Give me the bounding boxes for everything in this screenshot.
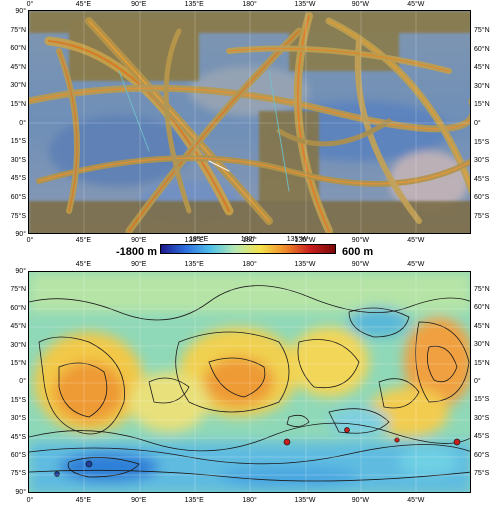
colorbar-tick-label: 135°W — [286, 236, 308, 243]
axis-label: 135°E — [184, 1, 204, 8]
axis-label: 60°S — [10, 194, 26, 201]
axis-label: 0° — [26, 497, 34, 504]
axis-label: 90°E — [131, 261, 147, 268]
axis-label: 15°N — [10, 360, 26, 367]
axis-label: 15°S — [474, 396, 490, 404]
axis-label: 45°S — [474, 175, 490, 183]
axis-label: 90° — [15, 488, 26, 496]
colorbar-gradient — [160, 244, 336, 254]
colorbar-tick-label: 180° — [240, 236, 256, 243]
axis-label: 45°N — [10, 63, 26, 71]
axis-label: 45°N — [474, 322, 490, 330]
axis-label: 30°N — [10, 82, 26, 90]
axis-label: 75°N — [10, 26, 26, 34]
axis-label: 60°S — [10, 452, 26, 459]
axis-label: 90°W — [351, 497, 369, 504]
axis-label: 45°E — [75, 497, 92, 504]
axis-label: 75°S — [10, 470, 26, 478]
axis-label: 45°E — [75, 1, 92, 8]
axis-label: 135°E — [184, 497, 204, 504]
axis-label: 15°S — [474, 138, 490, 146]
axis-label: 0° — [474, 120, 481, 127]
axis-label: 75°N — [474, 286, 490, 293]
axis-label: 135°W — [294, 237, 316, 244]
axis-label: 45°E — [75, 261, 92, 268]
axis-label: 135°E — [184, 261, 204, 268]
axis-label: 30°N — [10, 341, 26, 349]
axis-label: 45°W — [407, 261, 425, 268]
axis-label: 30°N — [474, 82, 490, 90]
axis-label: 45°W — [407, 237, 425, 244]
axis-label: 30°N — [474, 341, 490, 349]
axis-label: 135°E — [184, 237, 204, 244]
axis-label: 30°S — [474, 414, 490, 422]
axis-label: 90° — [15, 8, 26, 15]
axis-label: 0° — [19, 119, 26, 127]
axis-label: 45°W — [407, 1, 425, 8]
topography-map-panel: 45°E 90°E 135°E 180° 135°W 90°W 45°W 90° 75°N 60… — [0, 258, 500, 509]
axis-label: 45°S — [474, 433, 490, 441]
axis-label: 180° — [242, 497, 257, 504]
axis-label: 135°W — [294, 1, 316, 8]
axis-label: 60°N — [10, 304, 26, 312]
axis-label: 180° — [242, 1, 257, 8]
axis-label: 30°S — [10, 156, 26, 164]
axis-label: 15°N — [474, 359, 490, 367]
axis-label: 180° — [242, 237, 257, 244]
axis-label: 45°N — [10, 323, 26, 331]
axis-label: 60°S — [474, 451, 490, 459]
axis-label: 45°W — [407, 497, 425, 504]
axis-label: 90° — [15, 268, 26, 275]
axis-label: 90°W — [351, 1, 369, 8]
axis-label: 45°S — [10, 433, 26, 441]
axis-label: 90°E — [131, 497, 147, 504]
axis-label: 90°W — [351, 237, 369, 244]
axis-label: 0° — [26, 1, 34, 8]
axis-label: 60°N — [474, 45, 490, 53]
axis-label: 75°S — [10, 212, 26, 220]
axis-label: 90°W — [351, 261, 369, 268]
axis-label: 0° — [19, 378, 26, 386]
axis-label: 15°N — [474, 101, 490, 109]
colorbar-max-label: 600 m — [342, 246, 374, 258]
colorbar-min-label: -1800 m — [116, 246, 157, 258]
axis-label: 135°W — [294, 497, 316, 504]
axis-label: 60°S — [474, 194, 490, 202]
axis-label: 45°S — [10, 175, 26, 183]
axis-label: 0° — [26, 237, 34, 244]
axis-label: 90°E — [131, 237, 147, 244]
axis-label: 45°E — [75, 237, 92, 244]
colorbar-tick-label: 135°E — [189, 236, 209, 243]
axis-label: 30°S — [10, 415, 26, 423]
axis-label: 60°N — [474, 304, 490, 312]
axis-label: 75°S — [474, 470, 490, 477]
axis-label: 75°N — [474, 27, 490, 34]
axis-label: 75°S — [474, 213, 490, 220]
axis-label: 0° — [474, 378, 481, 385]
axis-label: 45°N — [474, 64, 490, 72]
axis-label: 135°W — [294, 261, 316, 268]
topography-contour-map — [28, 271, 471, 493]
axis-label: 15°S — [10, 138, 26, 146]
axis-label: 15°N — [10, 101, 26, 108]
axis-label: 30°S — [474, 157, 490, 165]
mosaic-map-image — [28, 10, 471, 234]
axis-label: 90° — [15, 231, 26, 239]
axis-label: 75°N — [10, 286, 26, 294]
axis-label: 60°N — [10, 45, 26, 53]
mosaic-map-panel: 0° 45°E 90°E 135°E 180° 135°W 90°W 45°W 90° 75°N… — [0, 0, 500, 258]
axis-label: 180° — [242, 261, 257, 268]
axis-label: 90°E — [131, 1, 147, 8]
axis-label: 15°S — [10, 396, 26, 404]
